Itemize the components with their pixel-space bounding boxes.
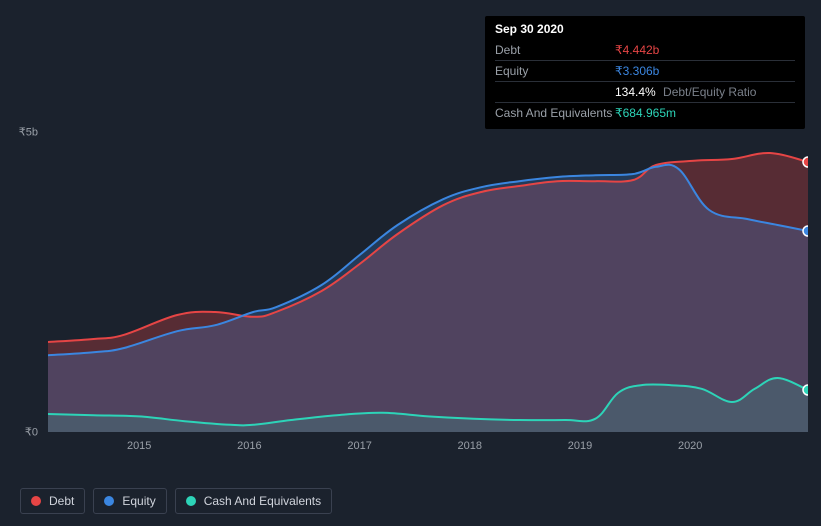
legend-item-debt[interactable]: Debt bbox=[20, 488, 85, 514]
x-tick-label: 2017 bbox=[347, 440, 371, 452]
y-tick-label: ₹5b bbox=[19, 126, 38, 139]
legend: Debt Equity Cash And Equivalents bbox=[20, 488, 332, 514]
legend-dot-debt bbox=[31, 496, 41, 506]
chart-area[interactable]: ₹5b ₹0 2015 2016 2017 2018 2019 2020 bbox=[20, 120, 810, 480]
chart-plot[interactable] bbox=[48, 132, 808, 432]
chart-svg bbox=[48, 132, 808, 432]
tooltip-ratio-spacer bbox=[495, 85, 615, 99]
x-tick-label: 2020 bbox=[678, 440, 702, 452]
y-tick-label: ₹0 bbox=[25, 426, 38, 439]
legend-label-equity: Equity bbox=[122, 494, 155, 508]
tooltip-ratio-label: Debt/Equity Ratio bbox=[663, 85, 756, 99]
data-tooltip: Sep 30 2020 Debt ₹4.442b Equity ₹3.306b … bbox=[485, 16, 805, 129]
tooltip-ratio: 134.4% Debt/Equity Ratio bbox=[615, 85, 795, 99]
tooltip-equity-label: Equity bbox=[495, 64, 615, 78]
tooltip-cash-label: Cash And Equivalents bbox=[495, 106, 615, 120]
tooltip-cash-value: ₹684.965m bbox=[615, 106, 795, 120]
legend-dot-equity bbox=[104, 496, 114, 506]
tooltip-ratio-pct: 134.4% bbox=[615, 85, 656, 99]
legend-label-debt: Debt bbox=[49, 494, 74, 508]
marker-cash bbox=[803, 385, 808, 395]
x-tick-label: 2016 bbox=[237, 440, 261, 452]
tooltip-equity-value: ₹3.306b bbox=[615, 64, 795, 78]
legend-label-cash: Cash And Equivalents bbox=[204, 494, 321, 508]
tooltip-debt-value: ₹4.442b bbox=[615, 43, 795, 57]
tooltip-debt-label: Debt bbox=[495, 43, 615, 57]
legend-item-equity[interactable]: Equity bbox=[93, 488, 166, 514]
tooltip-date: Sep 30 2020 bbox=[495, 22, 795, 40]
legend-item-cash[interactable]: Cash And Equivalents bbox=[175, 488, 332, 514]
marker-debt bbox=[803, 157, 808, 167]
x-tick-label: 2018 bbox=[458, 440, 482, 452]
legend-dot-cash bbox=[186, 496, 196, 506]
marker-equity bbox=[803, 226, 808, 236]
x-tick-label: 2019 bbox=[568, 440, 592, 452]
x-tick-label: 2015 bbox=[127, 440, 151, 452]
